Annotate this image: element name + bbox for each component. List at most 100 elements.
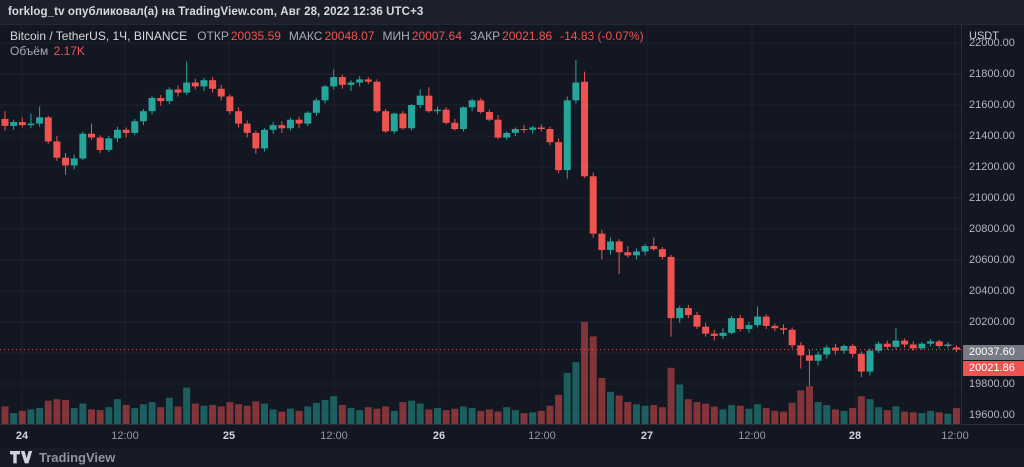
candle — [330, 69, 338, 90]
price-tick-label: 21600.00 — [969, 99, 1015, 111]
volume-bar — [96, 410, 104, 424]
volume-bar — [53, 399, 61, 424]
volume-bar — [883, 410, 891, 424]
candle — [252, 130, 260, 154]
time-tick-label: 12:00 — [941, 430, 969, 442]
time-tick-label: 28 — [848, 430, 862, 442]
volume-bar — [356, 410, 364, 424]
candle — [918, 342, 926, 350]
candle — [581, 71, 589, 178]
volume-bar — [581, 321, 589, 424]
candle — [805, 349, 813, 386]
candle — [113, 126, 121, 143]
tradingview-brand-text[interactable]: TradingView — [39, 450, 116, 465]
candle — [520, 125, 528, 133]
volume-bar — [814, 402, 822, 424]
candle — [62, 153, 70, 175]
volume-bar — [200, 405, 208, 424]
tradingview-logo-icon[interactable] — [10, 451, 32, 464]
candle — [658, 246, 666, 260]
volume-bar — [347, 407, 355, 424]
candle — [304, 111, 312, 126]
candle — [935, 339, 943, 349]
price-tick-label: 20200.00 — [969, 316, 1015, 328]
volume-bar — [27, 409, 35, 424]
volume-bar — [416, 403, 424, 424]
volume-bar — [88, 409, 95, 424]
candle — [710, 329, 718, 341]
candle — [278, 121, 286, 133]
candle — [529, 125, 537, 134]
volume-bar — [875, 407, 883, 424]
candle — [555, 138, 563, 174]
candle — [96, 135, 104, 154]
chart-legend[interactable]: Bitcoin / TetherUS, 1Ч, BINANCE ОТКР 20035… — [10, 29, 644, 59]
legend-ohlc-row: Bitcoin / TetherUS, 1Ч, BINANCE ОТКР 20035… — [10, 29, 644, 44]
volume-bar — [537, 410, 545, 424]
volume-bar — [321, 399, 329, 424]
candle — [70, 154, 78, 170]
candle — [641, 243, 649, 256]
last-price-tag: 20021.86 — [963, 361, 1024, 376]
volume-bar — [658, 407, 666, 424]
volume-bar — [728, 405, 736, 424]
candle — [719, 328, 727, 340]
volume-bar — [632, 404, 640, 424]
candle — [883, 340, 891, 350]
volume-bar — [330, 396, 338, 424]
open-label: ОТКР — [197, 29, 229, 43]
candle — [183, 61, 191, 95]
time-tick-label: 26 — [432, 430, 446, 442]
candle — [667, 254, 675, 337]
plot-area[interactable] — [0, 25, 1024, 448]
volume-bar — [165, 397, 173, 424]
volume-bar — [650, 405, 658, 424]
symbol-title[interactable]: Bitcoin / TetherUS, 1Ч, BINANCE — [10, 29, 188, 43]
price-tick-label: 20400.00 — [969, 285, 1015, 297]
volume-bar — [693, 402, 701, 424]
volume-bar — [944, 413, 952, 424]
price-tick-label: 20600.00 — [969, 254, 1015, 266]
candle — [243, 120, 251, 138]
candle — [831, 343, 839, 355]
volume-bar — [866, 399, 874, 424]
candle — [615, 239, 623, 274]
candle — [632, 248, 640, 260]
candle — [736, 315, 744, 332]
high-value: 20048.07 — [324, 29, 375, 43]
candle — [468, 98, 476, 112]
volume-bar — [511, 410, 519, 424]
candle — [286, 117, 294, 131]
attribution-text: forklog_tv опубликовал(а) на TradingView… — [8, 6, 424, 18]
candle — [338, 74, 346, 89]
volume-bar — [338, 405, 346, 424]
candle — [927, 339, 935, 347]
candle — [702, 322, 710, 337]
candle — [312, 98, 320, 116]
volume-bar — [710, 406, 718, 424]
candle — [745, 322, 753, 333]
price-tick-label: 21800.00 — [969, 68, 1015, 80]
volume-bar — [243, 405, 251, 424]
candle — [36, 106, 44, 127]
candle — [754, 306, 762, 328]
candle — [209, 77, 217, 93]
candle — [10, 119, 18, 130]
candle — [684, 304, 692, 319]
volume-value: 2.17K — [53, 44, 85, 58]
candle — [44, 115, 52, 144]
candle — [269, 122, 277, 134]
candle — [18, 117, 26, 128]
volume-bar — [546, 405, 554, 424]
candle — [676, 305, 684, 323]
volume-bar — [503, 407, 511, 424]
time-axis[interactable]: 24 12:00 25 12:00 26 12:00 27 12:00 28 12:00 — [0, 424, 1024, 448]
candle — [364, 77, 372, 85]
volume-bar — [572, 361, 580, 424]
price-axis[interactable]: USDT 22000.00 21800.00 21600.00 21400.00 212… — [961, 25, 1024, 424]
volume-bar — [252, 401, 260, 424]
volume-bar — [434, 407, 441, 424]
volume-label: Объём — [10, 44, 49, 58]
time-tick-label: 12:00 — [320, 430, 348, 442]
time-tick-label: 24 — [15, 430, 29, 442]
